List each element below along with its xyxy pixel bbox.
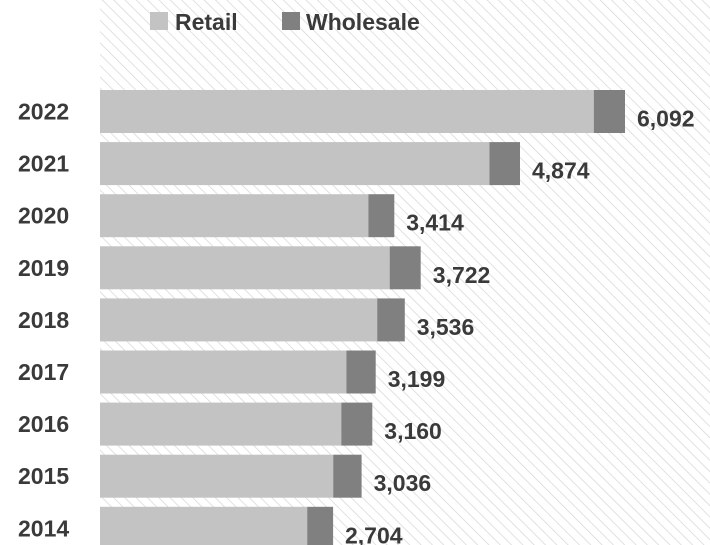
bar-wholesale-2018 — [377, 298, 405, 342]
category-axis-labels: 2022 2021 2020 2019 2018 2017 2016 2015 2014 — [18, 99, 69, 542]
total-label-2021: 4,874 — [532, 158, 590, 184]
category-label-2019: 2019 — [18, 255, 69, 281]
category-label-2020: 2020 — [18, 203, 69, 229]
total-label-2019: 3,722 — [433, 262, 491, 288]
legend-label-retail: Retail — [175, 9, 238, 35]
bar-retail-2014 — [100, 506, 308, 545]
total-label-2022: 6,092 — [637, 106, 695, 132]
category-label-2021: 2021 — [18, 151, 69, 177]
bars — [100, 90, 625, 545]
bar-retail-2016 — [100, 402, 342, 446]
category-label-2014: 2014 — [18, 515, 69, 541]
bar-retail-2021 — [100, 142, 490, 186]
bar-wholesale-2015 — [333, 454, 362, 498]
bar-retail-2015 — [100, 454, 334, 498]
legend-swatch-wholesale — [282, 12, 300, 30]
category-label-2016: 2016 — [18, 411, 69, 437]
legend-label-wholesale: Wholesale — [306, 9, 420, 35]
category-label-2018: 2018 — [18, 307, 69, 333]
bar-retail-2017 — [100, 350, 347, 394]
bar-retail-2018 — [100, 298, 378, 342]
total-label-2017: 3,199 — [388, 366, 446, 392]
bar-wholesale-2016 — [341, 402, 373, 446]
category-label-2022: 2022 — [18, 99, 69, 125]
total-label-2014: 2,704 — [345, 522, 403, 545]
category-label-2015: 2015 — [18, 463, 69, 489]
bar-wholesale-2022 — [593, 90, 625, 133]
category-label-2017: 2017 — [18, 359, 69, 385]
bar-wholesale-2019 — [389, 246, 421, 290]
bar-wholesale-2017 — [346, 350, 376, 394]
bar-retail-2022 — [100, 90, 594, 133]
total-label-2020: 3,414 — [406, 210, 464, 236]
legend: Retail Wholesale — [150, 9, 420, 35]
legend-swatch-retail — [150, 12, 168, 30]
bar-retail-2020 — [100, 194, 369, 238]
total-label-2015: 3,036 — [374, 470, 432, 496]
total-label-2018: 3,536 — [417, 314, 475, 340]
bar-wholesale-2021 — [489, 142, 520, 186]
total-value-labels: 6,092 4,874 3,414 3,722 3,536 3,199 3,160 3,036… — [345, 106, 695, 545]
bar-retail-2019 — [100, 246, 390, 290]
bar-wholesale-2014 — [307, 506, 334, 545]
bar-wholesale-2020 — [368, 194, 395, 238]
total-label-2016: 3,160 — [384, 418, 442, 444]
